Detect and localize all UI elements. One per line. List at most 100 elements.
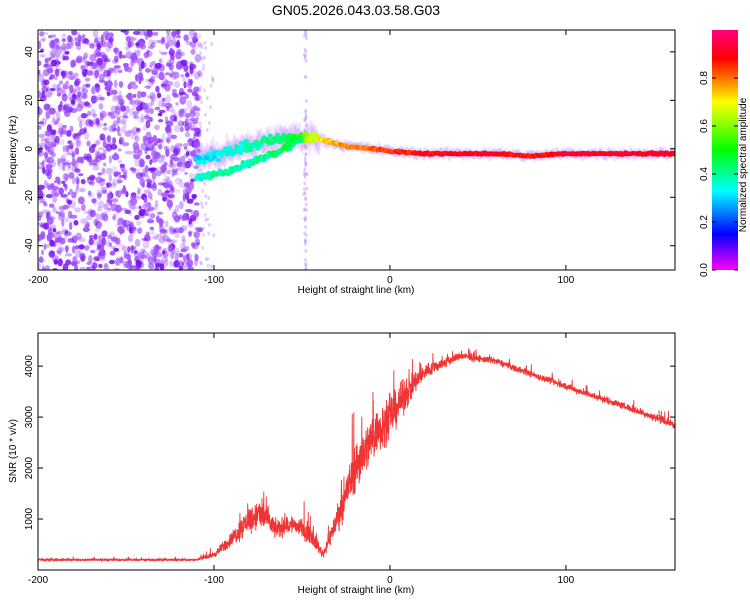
noise-mark [115, 204, 122, 213]
noise-mark [61, 33, 67, 38]
noise-mark [156, 166, 163, 172]
noise-mark [154, 199, 159, 208]
noise-mark [63, 103, 70, 112]
noise-mark [107, 207, 111, 212]
noise-mark [188, 121, 193, 130]
noise-mark [46, 243, 51, 249]
noise-mark [152, 182, 157, 189]
noise-mark [91, 198, 97, 204]
noise-mark [59, 158, 67, 163]
noise-mark [199, 55, 202, 60]
noise-mark [44, 264, 51, 270]
noise-mark [74, 249, 81, 258]
noise-mark [211, 78, 214, 83]
noise-mark [177, 260, 184, 269]
noise-mark [106, 80, 113, 88]
noise-mark [148, 262, 155, 270]
interference-mark [303, 167, 307, 172]
noise-mark [171, 109, 176, 115]
noise-mark [167, 193, 176, 199]
noise-mark [157, 119, 164, 123]
noise-mark [120, 188, 128, 193]
noise-mark [50, 129, 57, 136]
noise-mark [68, 75, 76, 81]
x-tick-label: 0 [387, 275, 393, 286]
noise-mark [156, 245, 162, 250]
noise-mark [188, 172, 194, 180]
noise-mark [199, 95, 202, 100]
noise-mark [109, 250, 116, 256]
noise-mark [160, 164, 167, 173]
noise-mark [133, 115, 140, 120]
noise-mark [73, 220, 79, 225]
noise-mark [185, 71, 190, 78]
noise-mark [117, 69, 123, 73]
noise-mark [95, 86, 100, 94]
noise-mark [175, 247, 180, 255]
noise-mark [106, 135, 111, 143]
noise-mark [53, 51, 61, 60]
noise-mark [116, 116, 121, 124]
noise-mark [174, 253, 179, 261]
noise-mark [98, 103, 104, 110]
noise-mark [45, 145, 53, 150]
noise-mark [134, 168, 141, 172]
noise-mark [84, 59, 89, 69]
noise-mark [41, 265, 46, 270]
colorbar-tick-label: 0.6 [699, 119, 710, 133]
noise-mark [128, 212, 133, 217]
noise-mark [193, 209, 200, 218]
noise-mark [67, 140, 73, 145]
noise-mark [200, 73, 203, 78]
noise-mark [157, 112, 162, 117]
noise-mark [111, 89, 118, 95]
noise-mark [125, 36, 132, 42]
interference-mark [304, 225, 307, 229]
noise-mark [53, 38, 60, 43]
noise-mark [103, 123, 107, 127]
noise-mark [43, 222, 50, 230]
noise-mark [175, 41, 181, 49]
noise-mark [52, 196, 58, 204]
noise-mark [139, 177, 146, 187]
noise-mark [172, 209, 177, 215]
noise-mark [153, 75, 159, 79]
spectrogram-y-ticks: -40 -20 0 20 40 [24, 46, 675, 253]
noise-mark [88, 119, 93, 126]
noise-mark [165, 148, 170, 157]
noise-mark [146, 50, 153, 58]
noise-mark [115, 107, 121, 116]
noise-mark [191, 242, 196, 247]
noise-mark [61, 53, 66, 61]
noise-mark [173, 148, 179, 157]
noise-mark [186, 198, 194, 204]
noise-mark [193, 94, 201, 102]
noise-mark [203, 88, 206, 93]
noise-mark [157, 138, 162, 144]
noise-mark [148, 39, 153, 47]
noise-mark [185, 112, 191, 119]
noise-mark [165, 42, 169, 50]
noise-mark [52, 43, 60, 53]
noise-mark [62, 263, 69, 270]
noise-mark [165, 79, 169, 84]
noise-mark [132, 111, 140, 115]
noise-mark [160, 170, 165, 175]
interference-mark [305, 123, 308, 127]
noise-mark [154, 170, 162, 177]
noise-mark [130, 84, 139, 90]
ridge-mark [267, 133, 273, 138]
noise-mark [114, 258, 121, 266]
noise-mark [130, 245, 135, 254]
noise-mark [164, 145, 170, 152]
noise-mark [134, 135, 140, 143]
noise-mark [88, 158, 93, 167]
noise-mark [169, 73, 173, 78]
noise-mark [189, 160, 193, 164]
noise-mark [137, 48, 142, 57]
noise-mark [84, 245, 90, 251]
noise-mark [166, 30, 171, 35]
noise-mark [129, 55, 137, 60]
noise-mark [125, 105, 130, 114]
